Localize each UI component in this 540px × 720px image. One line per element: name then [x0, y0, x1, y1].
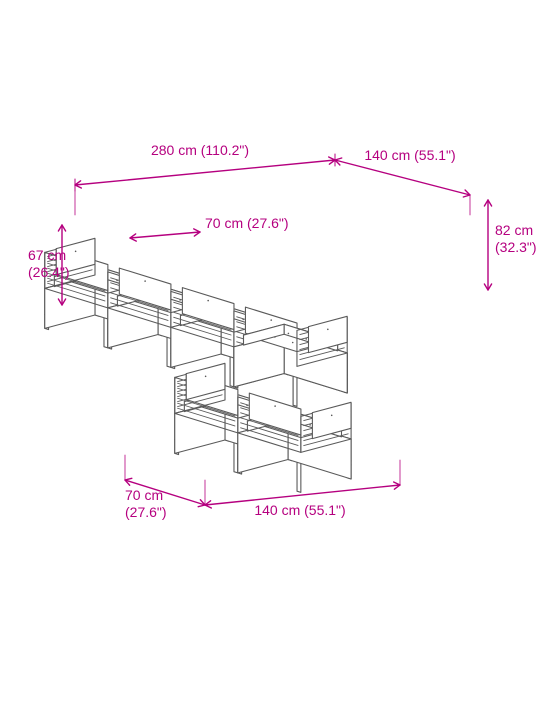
svg-text:(32.3"): (32.3")	[495, 239, 537, 255]
svg-text:(27.6"): (27.6")	[125, 504, 167, 520]
svg-text:280 cm (110.2"): 280 cm (110.2")	[151, 142, 249, 158]
svg-text:140 cm (55.1"): 140 cm (55.1")	[364, 147, 455, 163]
svg-text:140 cm (55.1"): 140 cm (55.1")	[254, 502, 345, 518]
svg-text:(26.4"): (26.4")	[28, 264, 70, 280]
svg-text:82 cm: 82 cm	[495, 222, 533, 238]
svg-text:67 cm: 67 cm	[28, 247, 66, 263]
svg-text:70 cm: 70 cm	[125, 487, 163, 503]
svg-text:70 cm (27.6"): 70 cm (27.6")	[205, 215, 289, 231]
